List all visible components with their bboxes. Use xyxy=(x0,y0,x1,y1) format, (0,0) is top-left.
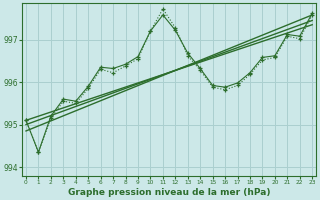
X-axis label: Graphe pression niveau de la mer (hPa): Graphe pression niveau de la mer (hPa) xyxy=(68,188,270,197)
